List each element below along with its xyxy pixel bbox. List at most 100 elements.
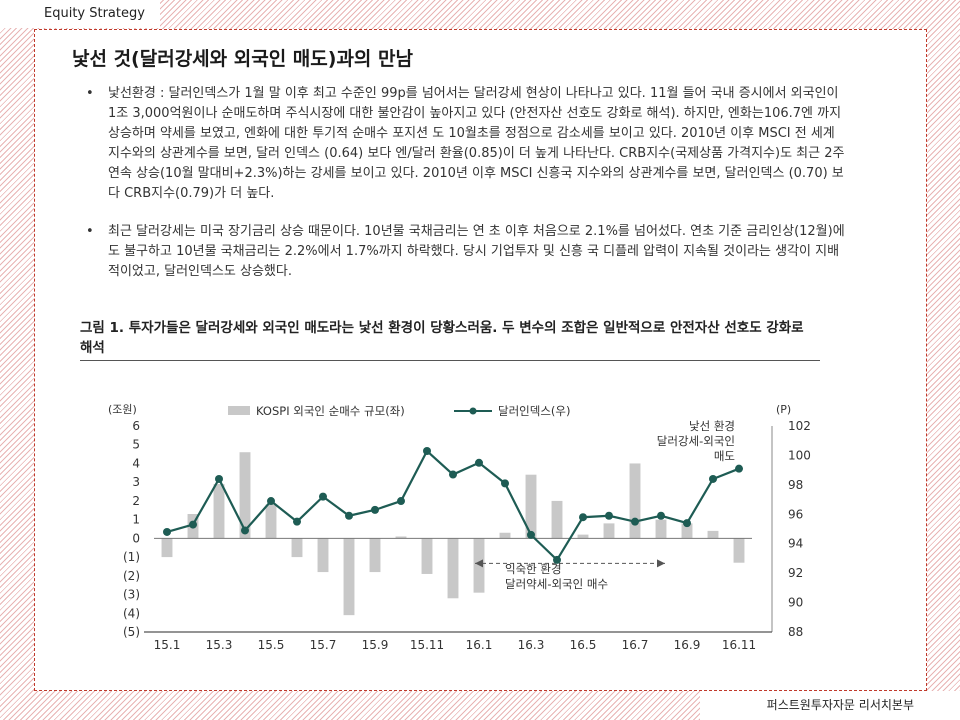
right-axis-tick: 102: [788, 419, 811, 433]
right-axis-unit: (P): [776, 403, 791, 416]
dollar-index-point: [657, 511, 665, 520]
legend-line-marker: [469, 407, 477, 415]
right-axis-tick: 90: [788, 596, 803, 610]
legend-bar-label: KOSPI 외국인 순매수 규모(좌): [256, 404, 405, 418]
right-axis-tick: 94: [788, 537, 803, 551]
report-category-label: Equity Strategy: [0, 0, 160, 28]
bullet-marker: •: [86, 224, 94, 239]
bar: [681, 523, 693, 539]
left-axis-unit: (조원): [108, 403, 137, 416]
dollar-index-point: [683, 519, 691, 528]
left-axis-tick: 4: [132, 456, 140, 470]
bar: [447, 538, 459, 599]
dollar-index-point: [345, 511, 353, 520]
x-axis-tick: 15.7: [310, 638, 337, 652]
x-axis-tick: 15.1: [154, 638, 181, 652]
bar: [551, 500, 563, 539]
dollar-index-point: [319, 492, 327, 501]
annotation-strange-environment: 달러강세-외국인: [657, 434, 735, 448]
annotation-strange-environment: 낯선 환경: [689, 419, 735, 433]
dollar-index-point: [241, 526, 249, 535]
x-axis-tick: 16.5: [570, 638, 597, 652]
bullet-text: 최근 달러강세는 미국 장기금리 상승 때문이다. 10년물 국채금리는 연 초…: [108, 224, 845, 279]
x-axis-tick: 15.3: [206, 638, 233, 652]
dollar-index-point: [371, 505, 379, 514]
left-axis-tick: 2: [132, 494, 140, 508]
annotation-arrow-head-right: [657, 559, 665, 568]
x-axis-tick: 15.11: [410, 638, 444, 652]
left-axis-tick: 1: [132, 513, 140, 527]
x-axis-tick: 16.11: [722, 638, 756, 652]
combo-chart: (조원) 6 5 4 3 2 1 0 (1) (2) (3) (4) (5) (P) 102 100 98 96 9…: [108, 403, 811, 652]
bullet-item: • 낯선환경 : 달러인덱스가 1월 말 이후 최고 수준인 99p를 넘어서는…: [86, 84, 846, 204]
bar: [577, 534, 589, 539]
bar: [291, 538, 303, 558]
figure-caption: 그림 1. 투자가들은 달러강세와 외국인 매도라는 낯선 환경이 당황스러움.…: [80, 318, 820, 361]
x-axis-tick: 16.7: [622, 638, 649, 652]
bar: [395, 536, 407, 539]
dollar-index-point: [605, 511, 613, 520]
dollar-index-point: [267, 497, 275, 506]
annotation-strange-environment: 매도: [714, 449, 735, 463]
bar: [473, 538, 485, 593]
dollar-index-point: [163, 527, 171, 536]
bar: [265, 504, 277, 539]
bar: [655, 519, 667, 539]
dollar-index-point: [501, 479, 509, 488]
left-axis-tick: (5): [123, 625, 140, 639]
right-axis-tick: 100: [788, 448, 811, 462]
right-axis-tick: 88: [788, 625, 803, 639]
left-axis-tick: 0: [132, 531, 140, 545]
dollar-index-point: [709, 474, 717, 483]
bar: [499, 532, 511, 539]
left-axis-tick: 5: [132, 438, 140, 452]
x-axis-tick: 16.1: [466, 638, 493, 652]
left-axis-tick: (1): [123, 550, 140, 564]
right-axis-tick: 92: [788, 566, 803, 580]
bar: [733, 538, 745, 563]
dollar-index-point: [735, 464, 743, 473]
left-axis-tick: 6: [132, 419, 140, 433]
annotation-familiar-environment: 익숙한 환경: [505, 562, 562, 576]
dollar-index-point: [631, 517, 639, 526]
bar: [213, 484, 225, 539]
legend-bar-swatch: [228, 406, 250, 415]
x-axis-tick: 15.9: [362, 638, 389, 652]
bar: [317, 538, 329, 573]
bar: [707, 530, 719, 539]
footer-label: 퍼스트원투자자문 리서치본부: [700, 691, 960, 720]
left-axis-tick: (4): [123, 606, 140, 620]
left-axis-tick: 3: [132, 475, 140, 489]
annotation-familiar-environment: 달러약세-외국인 매수: [505, 577, 608, 591]
left-axis-tick: (2): [123, 569, 140, 583]
right-axis-tick: 98: [788, 478, 803, 492]
bar: [421, 538, 433, 574]
dollar-index-point: [397, 497, 405, 506]
bullet-item: • 최근 달러강세는 미국 장기금리 상승 때문이다. 10년물 국채금리는 연…: [86, 222, 846, 282]
dollar-index-point: [527, 530, 535, 539]
bar: [603, 523, 615, 539]
x-axis-tick: 16.9: [674, 638, 701, 652]
dollar-index-point: [449, 470, 457, 479]
dollar-index-point: [475, 458, 483, 467]
right-axis-tick: 96: [788, 507, 803, 521]
legend-line-label: 달러인덱스(우): [498, 404, 570, 418]
dollar-index-point: [579, 513, 587, 522]
dollar-index-point: [189, 520, 197, 529]
section-title: 낯선 것(달러강세와 외국인 매도)과의 만남: [72, 48, 413, 70]
bullet-list: • 낯선환경 : 달러인덱스가 1월 말 이후 최고 수준인 99p를 넘어서는…: [86, 84, 846, 300]
annotation-arrow-head-left: [475, 559, 483, 568]
bar: [343, 538, 355, 616]
bullet-text: 낯선환경 : 달러인덱스가 1월 말 이후 최고 수준인 99p를 넘어서는 달…: [108, 86, 845, 201]
dollar-index-point: [423, 447, 431, 456]
x-axis-tick: 16.3: [518, 638, 545, 652]
bar: [239, 452, 251, 539]
bar: [525, 474, 537, 539]
bar: [629, 463, 641, 539]
left-axis-tick: (3): [123, 588, 140, 602]
dollar-index-point: [553, 555, 561, 564]
bullet-marker: •: [86, 86, 94, 101]
bar: [369, 538, 381, 573]
dollar-index-point: [215, 474, 223, 483]
dollar-index-point: [293, 517, 301, 526]
